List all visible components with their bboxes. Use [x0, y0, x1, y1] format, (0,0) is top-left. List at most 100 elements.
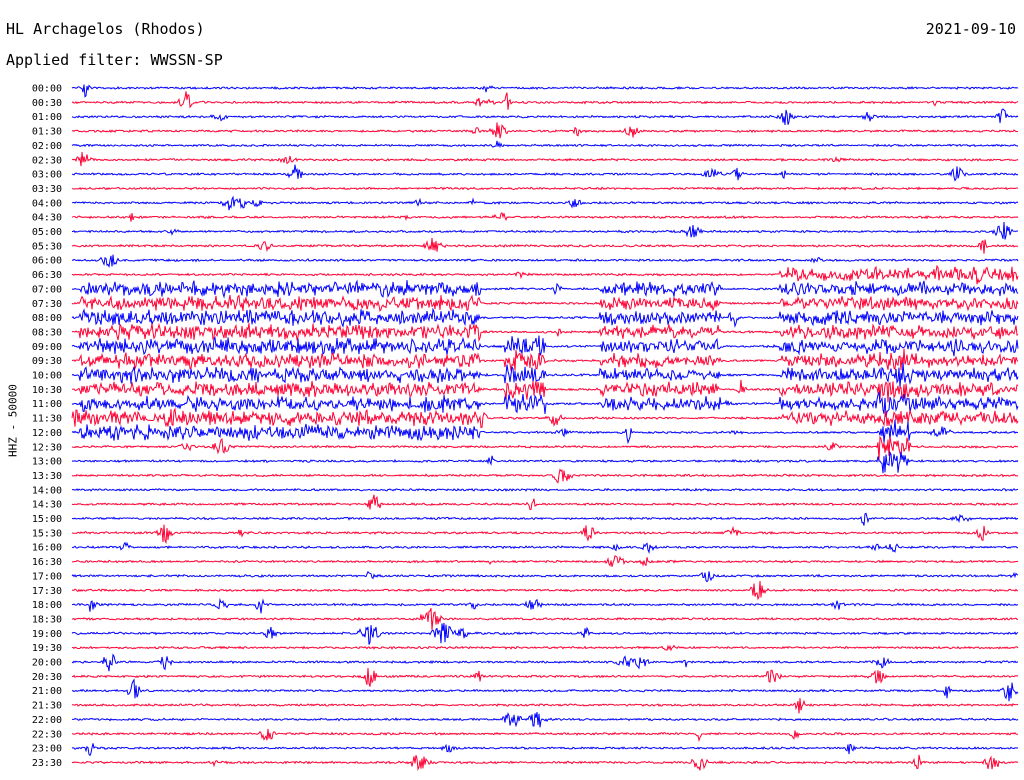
trace-0730 [71, 294, 1019, 312]
trace-0700 [71, 279, 1019, 299]
trace-2230 [71, 728, 1019, 743]
row-label-1530: 15:30 [32, 528, 62, 539]
row-label-1630: 16:30 [32, 557, 62, 568]
station-title: HL Archagelos (Rhodos) [6, 20, 205, 38]
row-label-2300: 23:00 [32, 744, 62, 755]
row-label-1930: 19:30 [32, 643, 62, 654]
trace-0100 [71, 108, 1019, 126]
row-label-2100: 21:00 [32, 686, 62, 697]
row-label-0300: 03:00 [32, 170, 62, 181]
row-label-0500: 05:00 [32, 227, 62, 238]
row-label-1400: 14:00 [32, 485, 62, 496]
trace-group [71, 84, 1019, 772]
trace-1330 [71, 468, 1019, 484]
trace-1630 [71, 555, 1019, 567]
row-label-1030: 10:30 [32, 385, 62, 396]
trace-0030 [71, 91, 1019, 110]
row-label-0000: 00:00 [32, 84, 62, 95]
trace-0830 [71, 322, 1019, 343]
trace-2200 [72, 712, 1019, 728]
trace-1400 [71, 487, 1019, 492]
trace-0900 [71, 335, 1019, 357]
row-label-group: 00:00 00:30 01:00 01:30 02:00 02:30 03:00 03:30… [32, 84, 62, 769]
trace-0800 [71, 307, 1019, 329]
row-label-0130: 01:30 [32, 127, 62, 138]
trace-1700 [71, 570, 1019, 583]
trace-0530 [71, 237, 1019, 254]
row-label-0330: 03:30 [32, 184, 62, 195]
row-label-1830: 18:30 [32, 614, 62, 625]
row-label-1500: 15:00 [32, 514, 62, 525]
row-label-0600: 06:00 [32, 256, 62, 267]
row-label-0830: 08:30 [32, 327, 62, 338]
row-label-0930: 09:30 [32, 356, 62, 367]
trace-1800 [71, 597, 1019, 614]
trace-0600 [72, 254, 1019, 269]
trace-0200 [71, 140, 1019, 149]
trace-2300 [71, 743, 1019, 757]
row-label-1700: 17:00 [32, 571, 62, 582]
trace-2000 [71, 653, 1019, 672]
row-label-1900: 19:00 [32, 629, 62, 640]
row-label-0430: 04:30 [32, 213, 62, 224]
row-label-1430: 14:30 [32, 500, 62, 511]
trace-1500 [71, 512, 1019, 526]
trace-0430 [71, 212, 1019, 222]
row-label-1730: 17:30 [32, 586, 62, 597]
trace-1830 [71, 608, 1019, 630]
row-label-2200: 22:00 [32, 715, 62, 726]
trace-1300 [71, 450, 1019, 474]
row-label-0700: 07:00 [32, 284, 62, 295]
row-label-1600: 16:00 [32, 543, 62, 554]
date-label: 2021-09-10 [925, 20, 1016, 38]
trace-0130 [71, 122, 1018, 139]
trace-1930 [71, 644, 1019, 652]
trace-0000 [71, 84, 1019, 98]
trace-2030 [71, 667, 1019, 687]
trace-2330 [71, 754, 1019, 772]
trace-0330 [71, 186, 1019, 191]
row-label-0730: 07:30 [32, 299, 62, 310]
trace-0500 [72, 221, 1018, 240]
trace-1900 [71, 622, 1019, 645]
trace-1130 [71, 407, 1019, 429]
trace-0930 [71, 348, 1019, 371]
row-label-2230: 22:30 [32, 729, 62, 740]
row-label-1000: 10:00 [32, 371, 62, 382]
trace-1730 [71, 580, 1019, 601]
trace-1030 [71, 379, 1019, 403]
row-label-2330: 23:30 [32, 758, 62, 769]
trace-1430 [71, 494, 1019, 511]
trace-2130 [71, 698, 1019, 714]
row-label-1200: 12:00 [32, 428, 62, 439]
trace-1200 [71, 419, 1019, 445]
row-label-0030: 00:30 [32, 98, 62, 109]
row-label-1130: 11:30 [32, 414, 62, 425]
trace-1530 [71, 524, 1019, 545]
row-label-0400: 04:00 [32, 198, 62, 209]
trace-1100 [71, 390, 1019, 418]
row-label-0100: 01:00 [32, 112, 62, 123]
row-label-0900: 09:00 [32, 342, 62, 353]
trace-2100 [71, 678, 1019, 702]
row-label-1800: 18:00 [32, 600, 62, 611]
row-label-2000: 20:00 [32, 658, 62, 669]
trace-0630 [71, 264, 1019, 285]
row-label-2130: 21:30 [32, 701, 62, 712]
row-label-1330: 13:30 [32, 471, 62, 482]
row-label-0630: 06:30 [32, 270, 62, 281]
row-label-2030: 20:30 [32, 672, 62, 683]
row-label-0800: 08:00 [32, 313, 62, 324]
trace-0300 [71, 164, 1019, 182]
trace-0400 [71, 195, 1019, 211]
row-label-1100: 11:00 [32, 399, 62, 410]
trace-1230 [71, 435, 1019, 461]
row-label-1300: 13:00 [32, 457, 62, 468]
trace-1000 [71, 362, 1019, 388]
row-label-0230: 02:30 [32, 155, 62, 166]
trace-1600 [71, 541, 1018, 554]
filter-label: Applied filter: WWSSN-SP [6, 51, 223, 69]
row-label-0200: 02:00 [32, 141, 62, 152]
trace-0230 [71, 152, 1019, 167]
